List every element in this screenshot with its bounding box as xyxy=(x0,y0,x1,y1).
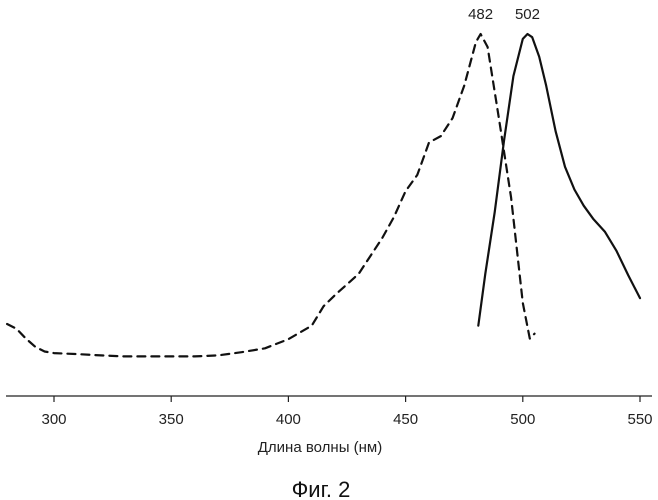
peak-labels: 482 502 xyxy=(468,6,540,23)
series-layer xyxy=(7,34,640,356)
x-tick-label-550: 550 xyxy=(627,411,652,428)
x-tick-label-300: 300 xyxy=(41,411,66,428)
series-line-dashed xyxy=(7,34,534,356)
peak-label-482: 482 xyxy=(468,6,493,23)
x-tick-label-350: 350 xyxy=(159,411,184,428)
x-tick-label-500: 500 xyxy=(510,411,535,428)
peak-label-502: 502 xyxy=(515,6,540,23)
figure-caption: Фиг. 2 xyxy=(292,477,351,500)
x-tick-label-400: 400 xyxy=(276,411,301,428)
x-axis-title: Длина волны (нм) xyxy=(258,439,382,456)
x-tick-label-450: 450 xyxy=(393,411,418,428)
x-axis-ticks: 300 350 400 450 500 550 xyxy=(41,396,652,428)
series-line-solid xyxy=(478,34,640,326)
